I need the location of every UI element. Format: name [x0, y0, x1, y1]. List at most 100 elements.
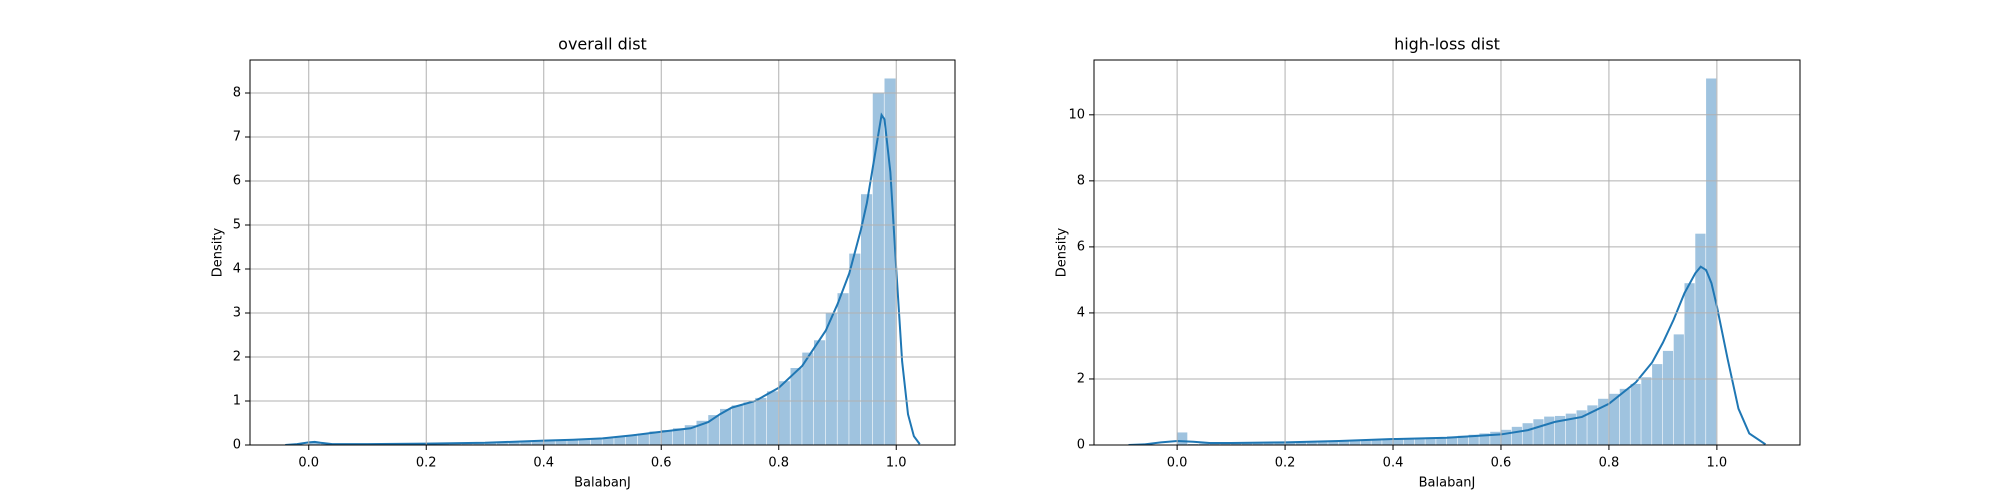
histogram-bar: [731, 405, 743, 445]
histogram-bar: [708, 415, 720, 445]
histogram-bar: [1619, 388, 1630, 445]
histogram-bar: [1511, 426, 1522, 445]
histogram-bar: [1522, 423, 1533, 445]
axes-frame: [249, 59, 956, 446]
histogram-bar: [1403, 438, 1415, 445]
histogram-bar: [825, 313, 837, 445]
histogram-bar: [1576, 410, 1587, 445]
histogram-bar: [1241, 443, 1253, 445]
kde-line: [285, 112, 921, 445]
histogram-bar: [778, 381, 790, 445]
y-axis-label: Density: [211, 227, 226, 277]
histogram-bar: [626, 435, 638, 445]
histogram-bar: [1371, 439, 1382, 445]
histogram-bar: [790, 368, 802, 445]
histogram-bar: [1490, 431, 1501, 445]
histogram-bar: [1684, 283, 1695, 445]
histogram-bar: [1662, 350, 1674, 445]
histogram-bar: [802, 352, 814, 445]
histogram-bar: [637, 433, 649, 445]
histogram-bar: [755, 397, 767, 445]
y-tick-label: 1: [233, 394, 241, 409]
histogram-bar: [614, 436, 626, 445]
histogram-bar: [1706, 78, 1717, 445]
histogram-bar: [1565, 413, 1576, 445]
histogram-bar: [661, 430, 673, 445]
histogram-bar: [1641, 377, 1652, 445]
histogram-bar: [1209, 443, 1220, 445]
histogram-bar: [579, 439, 591, 445]
histogram-bar: [1231, 443, 1242, 445]
histogram-bar: [1295, 441, 1307, 445]
histogram-bar: [1554, 415, 1566, 445]
y-tick-label: 2: [233, 350, 241, 365]
histogram-bar: [1673, 334, 1684, 445]
histogram-bar: [684, 425, 696, 445]
y-tick-label: 5: [233, 218, 241, 233]
y-tick-label: 0: [233, 438, 241, 453]
histogram-bar: [1306, 441, 1317, 445]
histogram-bar: [1339, 440, 1350, 445]
chart-title: high-loss dist: [1394, 35, 1500, 54]
x-tick-label: 0.8: [1599, 456, 1620, 471]
histogram-bar: [461, 443, 473, 445]
histogram-bar: [1436, 437, 1447, 445]
histogram-bar: [884, 78, 896, 445]
x-tick-label: 1.0: [1707, 456, 1728, 471]
y-axis-label: Density: [1055, 227, 1070, 277]
y-tick-label: 10: [1068, 107, 1085, 122]
histogram-bar: [602, 437, 614, 445]
histogram-bar: [1544, 416, 1555, 445]
histogram-bar: [590, 438, 602, 445]
axes-frame: [1093, 59, 1801, 446]
y-tick-label: 2: [1077, 371, 1085, 386]
histogram-bar: [1414, 438, 1425, 445]
y-tick-label: 0: [1077, 438, 1085, 453]
y-tick-label: 4: [233, 262, 241, 277]
chart-title: overall dist: [558, 35, 647, 54]
histogram-bar: [567, 440, 579, 445]
plot-area: [1128, 78, 1767, 445]
histogram-bar: [1349, 440, 1361, 445]
histogram-bar: [814, 340, 826, 445]
histogram-bar: [308, 442, 320, 445]
x-tick-label: 0.0: [298, 456, 319, 471]
histogram-bar: [1382, 439, 1393, 445]
histogram-bar: [837, 293, 849, 445]
histogram-bar: [1328, 441, 1339, 445]
histogram-bar: [1177, 432, 1188, 445]
y-tick-label: 3: [233, 306, 241, 321]
histogram-bar: [1360, 440, 1371, 445]
histogram-bar: [532, 441, 544, 445]
histogram-bar: [1598, 398, 1609, 445]
histogram-bar: [449, 443, 461, 445]
histogram-bar: [696, 420, 708, 445]
x-tick-label: 0.0: [1167, 456, 1188, 471]
histogram-bar: [1630, 383, 1641, 445]
y-tick-label: 8: [1077, 173, 1085, 188]
x-axis-label: BalabanJ: [1419, 476, 1476, 491]
histogram-bar: [1457, 435, 1468, 445]
histogram-bar: [1393, 438, 1404, 445]
histogram-bar: [1285, 442, 1296, 445]
histogram-bar: [485, 442, 497, 445]
histogram-bar: [1652, 364, 1663, 445]
x-axis-label: BalabanJ: [574, 476, 631, 491]
histogram-bar: [743, 402, 755, 445]
histogram-bar: [1252, 442, 1263, 445]
x-tick-label: 0.4: [533, 456, 554, 471]
histogram-bar: [508, 442, 520, 445]
histogram-bar: [861, 194, 873, 445]
x-tick-label: 0.4: [1383, 456, 1404, 471]
histogram-bar: [1220, 443, 1231, 445]
plot-area: [285, 78, 921, 445]
histogram-bar: [1500, 429, 1512, 445]
histogram-bar: [673, 428, 685, 445]
x-tick-label: 1.0: [886, 456, 907, 471]
y-tick-label: 6: [233, 174, 241, 189]
histogram-bar: [1533, 419, 1544, 445]
histogram-bar: [473, 443, 485, 445]
histogram-bar: [1263, 442, 1274, 445]
histogram-bar: [1695, 233, 1706, 445]
